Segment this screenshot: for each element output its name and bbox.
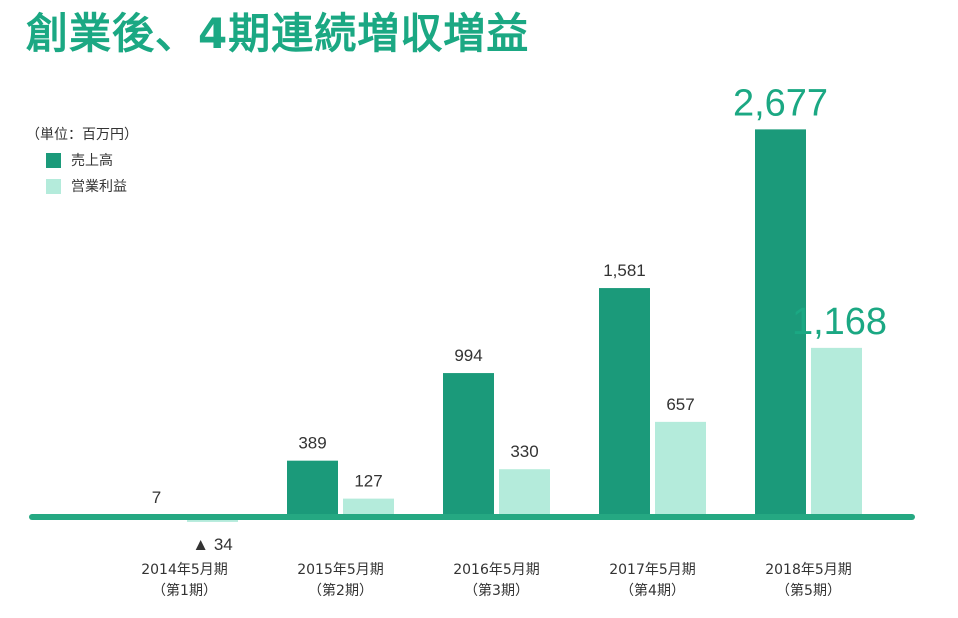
bar-sales [755, 129, 806, 517]
bar-profit [499, 469, 550, 517]
legend-label-sales: 売上高 [71, 153, 113, 169]
category-label: （第3期） [464, 582, 529, 599]
legend-swatch-profit [46, 178, 61, 194]
category-label: （第1期） [152, 582, 217, 599]
category-label: （第4期） [620, 582, 685, 599]
unit-label: （単位：百万円） [26, 127, 138, 143]
legend-item-profit: 営業利益 [46, 176, 127, 196]
category-label: （第2期） [308, 582, 373, 599]
legend-label-profit: 営業利益 [71, 179, 127, 195]
bar-profit [343, 498, 394, 517]
data-label-sales: 7 [152, 488, 161, 507]
bar-profit [655, 421, 706, 517]
bar-sales [599, 288, 650, 517]
data-label-sales: 994 [454, 346, 482, 365]
bar-profit [811, 347, 862, 517]
category-label: 2018年5月期 [765, 562, 852, 578]
data-label-profit: 127 [354, 472, 382, 491]
legend-swatch-sales [46, 152, 61, 168]
data-label-sales: 2,677 [733, 82, 828, 124]
data-label-sales: 389 [298, 434, 326, 453]
category-label: 2016年5月期 [453, 562, 540, 578]
category-label: （第5期） [776, 582, 841, 599]
data-label-profit: ▲ 34 [192, 535, 232, 554]
data-label-profit: 657 [666, 395, 694, 414]
bar-sales [287, 460, 338, 517]
chart-title: 創業後、4期連続増収増益 [26, 9, 530, 58]
bar-sales [443, 373, 494, 517]
category-label: 2015年5月期 [297, 562, 384, 578]
data-label-sales: 1,581 [603, 261, 646, 280]
category-label: 2017年5月期 [609, 562, 696, 578]
data-label-profit: 330 [510, 442, 538, 461]
data-label-profit: 1,168 [792, 301, 887, 343]
legend-item-sales: 売上高 [46, 150, 113, 170]
category-label: 2014年5月期 [141, 562, 228, 578]
